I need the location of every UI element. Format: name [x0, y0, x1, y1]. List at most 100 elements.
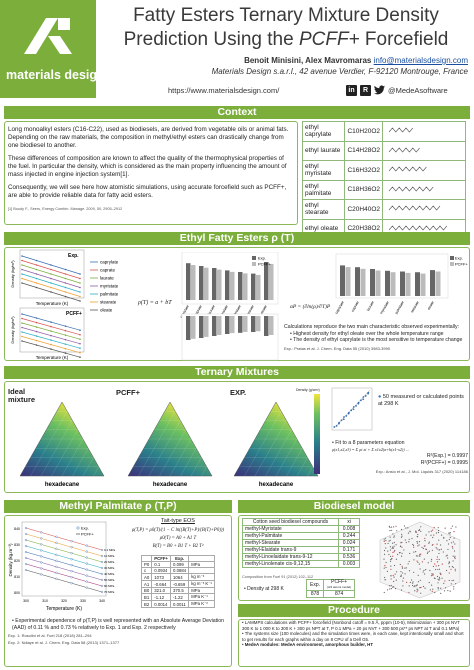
ester-structure-icon: [382, 140, 466, 161]
atom-dot: [387, 550, 389, 552]
atom-dot: [412, 543, 414, 546]
density-point: [50, 273, 52, 275]
ester-structure-icon: [382, 199, 466, 220]
alpha-bar-exp: [415, 272, 420, 296]
atom-dot: [413, 546, 415, 548]
title-line-2: Prediction Using the PCFF+ Forcefield: [123, 29, 449, 50]
atom-dot: [399, 545, 402, 548]
atom-dot: [400, 574, 402, 576]
title-line-1: Fatty Esters Ternary Mixture Density: [133, 5, 439, 26]
density-point: [79, 282, 81, 284]
param-row: A1 -0.664 -0.659 kg m⁻³ K⁻¹: [141, 580, 215, 588]
parity-point: [350, 409, 353, 412]
context-paragraph-3: Consequently, we will see here how atomi…: [8, 184, 287, 199]
atom-dot: [408, 560, 410, 563]
alpha-bar-pcff: [390, 272, 396, 296]
atom-dot: [430, 584, 433, 586]
bar-category: caprate: [194, 304, 203, 316]
param-row: B2 0.0014 0.0011 MPa K⁻²: [141, 600, 215, 608]
ethyl-xlabel-1: Temperature (K): [36, 301, 69, 306]
ethyl-observation-2: The density of ethyl caprylate is the mo…: [293, 337, 463, 343]
bio-exp-value: 878: [305, 590, 325, 598]
atom-dot: [392, 546, 394, 548]
atom-dot: [393, 541, 395, 544]
param-row: B1 -1.12 -1.22 MPa K⁻¹: [141, 593, 215, 601]
atom-dot: [447, 543, 450, 545]
bar-pcff: [191, 316, 196, 339]
atom-dot: [432, 573, 434, 575]
atom-dot: [384, 537, 386, 540]
atom-dot: [440, 592, 442, 595]
bar-pcff: [243, 273, 248, 300]
ethyl-bar-charts: caprylate caprate laurate myristate palmitat…: [179, 252, 279, 361]
ternary-triangle: [19, 401, 105, 477]
density-point: [21, 264, 23, 266]
atom-dot: [400, 536, 403, 538]
atom-dot: [419, 587, 421, 589]
bar-exp: [199, 266, 204, 300]
atom-dot: [418, 541, 421, 543]
atom-dot: [402, 580, 404, 582]
methyl-y-tick: 830: [14, 543, 20, 547]
atom-dot: [433, 534, 435, 536]
twitter-icon[interactable]: [374, 85, 385, 95]
atom-dot: [441, 577, 443, 579]
atom-dot: [427, 562, 429, 564]
atom-dot: [408, 541, 410, 543]
atom-dot: [453, 531, 455, 533]
atom-dot: [420, 586, 422, 589]
atom-dot: [415, 551, 417, 553]
atom-dot: [423, 558, 425, 560]
email-link[interactable]: info@materialsdesign.com: [373, 56, 468, 65]
density-point: [79, 291, 81, 293]
atom-dot: [448, 579, 450, 582]
atom-dot: [429, 569, 431, 572]
context-panel: [4, 121, 298, 225]
ester-structure-icon: [382, 121, 466, 142]
pressure-label: 60 MPa: [104, 584, 115, 588]
researchgate-icon[interactable]: R: [360, 84, 371, 96]
ester-row: ethyl stearate C20H40O2: [301, 199, 466, 220]
atom-dot: [452, 560, 454, 562]
bar-exp: [225, 316, 230, 334]
ethyl-ylabel-1: Density (kg/m³): [10, 260, 15, 288]
atom-dot: [416, 542, 419, 544]
eos-title: Tait-type EOS: [161, 518, 195, 524]
atom-dot: [448, 563, 450, 565]
atom-dot: [453, 537, 455, 539]
legend-label: stearate: [100, 300, 117, 305]
ethyl-pcff-lines: [21, 313, 81, 358]
pressure-label: 70 MPa: [104, 590, 115, 594]
atom-dot: [434, 577, 436, 580]
atom-dot: [425, 534, 427, 536]
bio-row: methyl-Palmitate 0.244: [241, 532, 360, 540]
atom-dot: [437, 587, 439, 589]
atom-dot: [391, 547, 393, 549]
bio-row: methyl-Linoelaidate trans-9-12 0.536: [241, 553, 360, 561]
bar-legend-swatch: [252, 256, 256, 260]
bar-category: caprylate: [179, 304, 190, 318]
exp-point: [40, 555, 43, 558]
bio-pcff-value: 874: [323, 590, 356, 598]
atom-dot: [449, 531, 451, 534]
ternary-exp-label: EXP.: [230, 388, 247, 397]
exp-point: [100, 560, 104, 564]
exp-point: [85, 556, 88, 559]
density-point: [35, 321, 38, 324]
ester-name: ethyl stearate: [301, 199, 346, 220]
parity-point: [333, 426, 336, 428]
atom-dot: [385, 539, 387, 542]
methyl-x-tick: 340: [99, 599, 105, 603]
exp-point: [40, 561, 43, 564]
atom-dot: [450, 568, 452, 570]
atom-dot: [438, 565, 440, 567]
exp-point: [85, 550, 88, 553]
density-point: [35, 264, 38, 266]
ethyl-bars-b: [186, 316, 274, 340]
ethyl-density-plots: Exp. Temperature (K) Density (kg/m³) PCF…: [10, 249, 119, 360]
atom-dot: [394, 573, 396, 575]
website-link[interactable]: https://www.materialsdesign.com/: [168, 86, 280, 95]
linkedin-icon[interactable]: in: [346, 84, 357, 96]
density-point: [64, 343, 67, 345]
